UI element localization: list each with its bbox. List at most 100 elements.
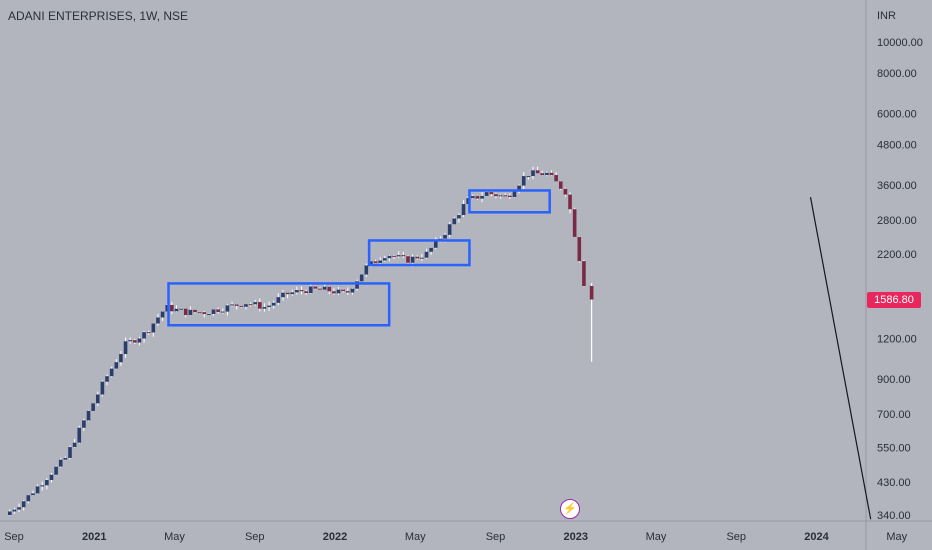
price-tick-label: 2800.00	[877, 215, 917, 227]
time-axis[interactable]: Sep 2021 May Sep 2022 May Sep 2023 May Sep 2024 May	[4, 531, 907, 543]
time-tick-label: Sep	[486, 531, 506, 543]
candle-body	[63, 457, 68, 460]
candle-body	[114, 362, 119, 369]
candle-body	[105, 376, 109, 382]
time-tick-label: 2024	[804, 531, 829, 543]
candle-body	[299, 290, 304, 292]
candle-body	[452, 218, 457, 225]
trendline[interactable]	[809, 196, 872, 520]
candle-body	[531, 170, 535, 177]
candle-body	[26, 495, 31, 502]
candle-body-last	[589, 285, 594, 300]
candle-body	[401, 255, 406, 257]
time-tick-label: May	[646, 531, 667, 543]
candle-body	[248, 304, 253, 306]
zone-box[interactable]	[468, 189, 551, 214]
candle-body	[128, 340, 132, 342]
candle-body	[429, 247, 433, 252]
candle-body	[258, 302, 262, 309]
candle-body	[174, 308, 179, 312]
time-tick-label: 2021	[82, 531, 106, 543]
candle-body	[183, 308, 188, 316]
candle-body	[35, 486, 40, 494]
candle-body	[322, 286, 327, 290]
time-tick-label: May	[886, 531, 907, 543]
price-tick-label: 700.00	[877, 409, 911, 421]
symbol-title: ADANI ENTERPRISES, 1W, NSE	[8, 9, 189, 23]
candle-body	[17, 507, 21, 510]
candle-body	[406, 256, 410, 263]
candle-body	[202, 312, 207, 315]
price-tick-label: 10000.00	[877, 37, 923, 49]
candle-body	[568, 194, 572, 210]
candle-body	[160, 311, 165, 318]
candle-body	[72, 442, 77, 448]
currency-label: INR	[877, 10, 896, 22]
candle-body	[8, 511, 12, 515]
candle-body	[151, 323, 156, 333]
candle-body	[420, 257, 424, 259]
candle-body	[82, 420, 86, 428]
lightning-icon[interactable]: ⚡	[560, 499, 580, 519]
candle-body	[109, 368, 114, 377]
candle-body	[359, 274, 364, 282]
time-tick-label: Sep	[245, 531, 265, 543]
candle-body	[466, 198, 470, 205]
candle-body	[179, 308, 183, 310]
candle-body	[142, 332, 146, 339]
candle-body	[100, 381, 105, 395]
candle-body	[54, 466, 58, 475]
candle-body	[12, 509, 17, 512]
candle-body	[494, 194, 498, 197]
candle-body	[308, 286, 313, 294]
zone-box[interactable]	[367, 239, 471, 267]
candle-body	[443, 234, 447, 239]
zone-box[interactable]	[167, 282, 391, 327]
price-axis[interactable]: INR 10000.00 8000.00 6000.00 4800.00 3600.00 2…	[877, 10, 923, 522]
candle-body	[433, 239, 438, 248]
candle-body	[447, 224, 452, 235]
candle-body	[512, 191, 517, 198]
candle-body	[508, 195, 512, 198]
candle-body	[86, 410, 91, 421]
candle-body	[304, 291, 308, 294]
candle-body	[484, 192, 489, 196]
candle-body	[545, 172, 549, 176]
candle-body	[327, 286, 332, 292]
candle-body	[345, 291, 350, 293]
time-tick-label: Sep	[4, 531, 24, 543]
candle-body	[285, 292, 290, 295]
trendlines[interactable]	[809, 196, 872, 520]
candle-body	[475, 196, 480, 199]
candle-body	[517, 185, 521, 192]
candle-body	[281, 292, 285, 298]
candle-body	[31, 493, 35, 496]
time-tick-label: 2022	[323, 531, 347, 543]
candle-body	[220, 311, 225, 313]
candle-body	[216, 309, 220, 312]
candle-body	[549, 172, 554, 176]
candle-body	[290, 292, 295, 295]
candle-body	[383, 258, 387, 261]
candle-body	[318, 288, 322, 290]
candle-body	[262, 307, 267, 309]
candle-body	[225, 305, 230, 312]
candle-body	[133, 340, 137, 343]
time-tick-label: May	[164, 531, 185, 543]
price-tick-label: 430.00	[877, 477, 911, 489]
time-tick-label: 2023	[564, 531, 588, 543]
candle-body	[424, 251, 429, 258]
candle-body	[355, 281, 359, 289]
candle-body	[369, 261, 373, 266]
candle-body	[211, 309, 216, 314]
last-price-badge: 1586.80	[867, 292, 921, 308]
candle-body	[239, 305, 244, 307]
candle-body	[558, 181, 563, 189]
candle-body	[165, 304, 170, 312]
time-tick-label: Sep	[726, 531, 746, 543]
zone-boxes[interactable]	[167, 189, 551, 327]
price-tick-label: 340.00	[877, 510, 911, 522]
